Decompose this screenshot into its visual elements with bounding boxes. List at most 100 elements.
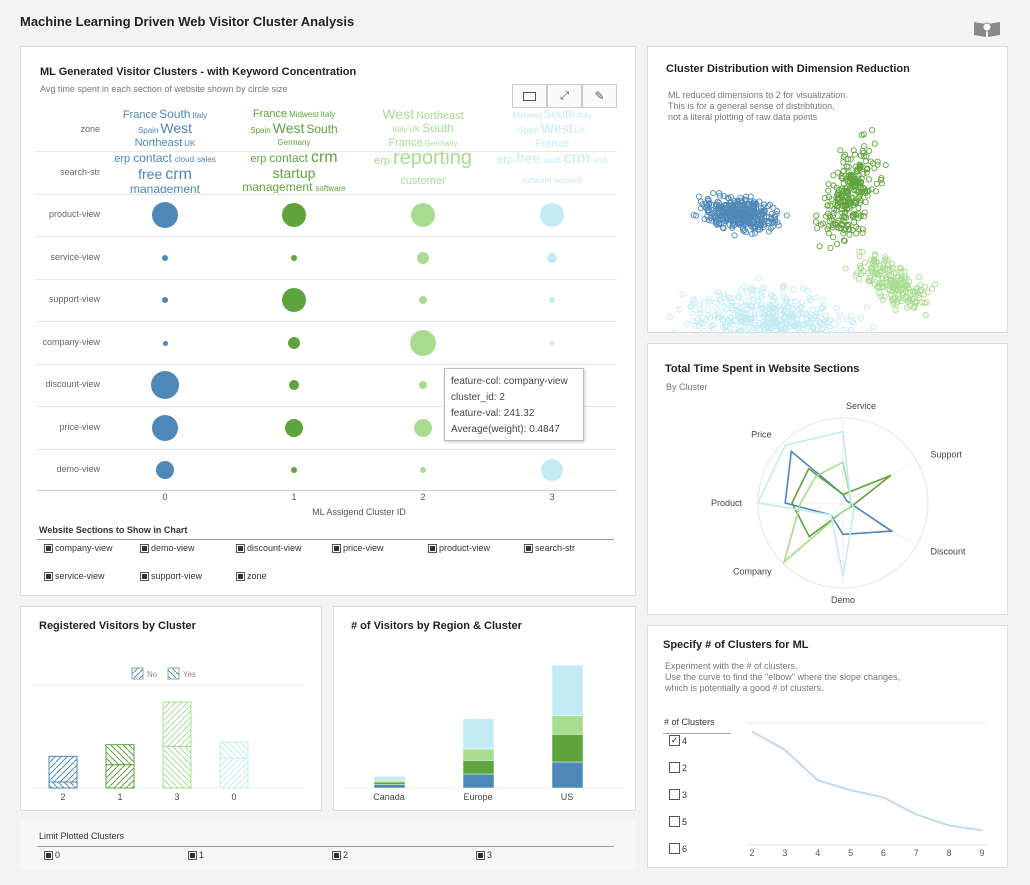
radar-series-1[interactable]: [791, 467, 892, 538]
bubble[interactable]: [410, 330, 436, 356]
filter-checkbox-search-str[interactable]: search-str: [524, 543, 575, 553]
registered-chart: No Yes 2 1 3 0: [32, 667, 304, 802]
bubble[interactable]: [541, 459, 563, 481]
filter-checkbox-price-view[interactable]: price-view: [332, 543, 384, 553]
bar-segment-Yes[interactable]: [162, 745, 192, 789]
bubble[interactable]: [549, 297, 555, 303]
bubble[interactable]: [419, 381, 427, 389]
bar-segment-cluster-0[interactable]: [462, 773, 495, 789]
bubble[interactable]: [156, 461, 174, 479]
radar-series-0[interactable]: [784, 449, 894, 536]
checkbox[interactable]: [524, 543, 533, 553]
checkbox[interactable]: [236, 571, 245, 581]
checkbox[interactable]: [669, 789, 680, 800]
bubble[interactable]: [419, 296, 427, 304]
filter-checkbox-discount-view[interactable]: discount-view: [236, 543, 302, 553]
checkbox[interactable]: [332, 850, 341, 860]
filter-checkbox-service-view[interactable]: service-view: [44, 571, 105, 581]
checkbox[interactable]: [140, 543, 149, 553]
elbow-line: [751, 730, 983, 832]
cluster-count-option-4[interactable]: ✓ 4: [669, 735, 687, 746]
bubble[interactable]: [291, 467, 297, 473]
cluster-count-option-3[interactable]: 3: [669, 789, 687, 800]
bubble[interactable]: [411, 203, 435, 227]
bar-segment-cluster-3[interactable]: [551, 665, 584, 716]
bubble[interactable]: [289, 380, 299, 390]
limit-cluster-0[interactable]: 0: [44, 850, 60, 860]
scatter-point: [788, 310, 795, 317]
limit-cluster-3[interactable]: 3: [476, 850, 492, 860]
radar-series-3[interactable]: [756, 430, 855, 577]
bar-segment-Yes[interactable]: [48, 781, 78, 789]
checkbox[interactable]: ✓: [669, 735, 680, 746]
keyword: Northeast: [134, 137, 183, 149]
checkbox[interactable]: [44, 543, 53, 553]
bubble[interactable]: [282, 288, 306, 312]
table-view-button[interactable]: [512, 84, 547, 108]
bubble[interactable]: [547, 253, 557, 263]
bar-segment-cluster-2[interactable]: [462, 748, 495, 761]
bubble[interactable]: [540, 203, 564, 227]
bar-segment-cluster-3[interactable]: [373, 776, 406, 781]
filter-checkbox-company-view[interactable]: company-view: [44, 543, 113, 553]
scatter-point: [761, 201, 768, 208]
bubble[interactable]: [151, 371, 179, 399]
limit-cluster-2[interactable]: 2: [332, 850, 348, 860]
bar-segment-cluster-3[interactable]: [462, 718, 495, 750]
scatter-point: [889, 261, 896, 268]
bar-segment-No[interactable]: [219, 757, 249, 789]
scatter-point: [895, 290, 902, 297]
checkbox[interactable]: [669, 843, 680, 854]
checkbox[interactable]: [428, 543, 437, 553]
bubble[interactable]: [162, 255, 168, 261]
checkbox[interactable]: [188, 850, 197, 860]
bubble[interactable]: [162, 297, 168, 303]
bar-segment-cluster-1[interactable]: [373, 781, 406, 785]
filter-checkbox-zone[interactable]: zone: [236, 571, 267, 581]
bubble[interactable]: [162, 340, 168, 346]
cluster-count-option-2[interactable]: 2: [669, 762, 687, 773]
checkbox[interactable]: [236, 543, 245, 553]
bubble[interactable]: [414, 419, 432, 437]
filter-checkbox-product-view[interactable]: product-view: [428, 543, 490, 553]
bar-segment-No[interactable]: [105, 764, 135, 789]
bar-segment-cluster-0[interactable]: [551, 761, 584, 789]
checkbox[interactable]: [669, 816, 680, 827]
filter-checkbox-demo-view[interactable]: demo-view: [140, 543, 195, 553]
book-icon[interactable]: [972, 18, 1002, 38]
scatter-point: [768, 302, 775, 310]
checkbox[interactable]: [44, 850, 53, 860]
bubble[interactable]: [152, 415, 178, 441]
bar-segment-cluster-0[interactable]: [373, 784, 406, 789]
bar-segment-Yes[interactable]: [105, 744, 135, 766]
checkbox[interactable]: [140, 571, 149, 581]
bubble[interactable]: [282, 203, 306, 227]
cluster-count-option-5[interactable]: 5: [669, 816, 687, 827]
checkbox[interactable]: [332, 543, 341, 553]
limit-cluster-1[interactable]: 1: [188, 850, 204, 860]
bubble[interactable]: [417, 252, 429, 264]
bar-segment-No[interactable]: [162, 701, 192, 747]
cluster-count-option-6[interactable]: 6: [669, 843, 687, 854]
scatter-point: [828, 332, 833, 333]
scatter-point: [750, 324, 757, 332]
edit-button[interactable]: ✎: [582, 84, 617, 108]
checkbox[interactable]: [44, 571, 53, 581]
bar-segment-cluster-1[interactable]: [462, 760, 495, 775]
bubble[interactable]: [420, 467, 426, 473]
bar-segment-Yes[interactable]: [219, 741, 249, 759]
checkbox[interactable]: [476, 850, 485, 860]
scatter-point: [697, 205, 704, 212]
bubble[interactable]: [285, 419, 303, 437]
expand-button[interactable]: ⤢: [547, 84, 582, 108]
bar-segment-cluster-1[interactable]: [551, 734, 584, 763]
bar-segment-cluster-2[interactable]: [551, 715, 584, 735]
radar-axis-label: Support: [930, 450, 962, 460]
bubble[interactable]: [288, 337, 300, 349]
checkbox[interactable]: [669, 762, 680, 773]
bar-segment-No[interactable]: [48, 755, 78, 783]
filter-checkbox-support-view[interactable]: support-view: [140, 571, 202, 581]
bubble[interactable]: [152, 202, 178, 228]
bubble[interactable]: [550, 341, 554, 345]
bubble[interactable]: [291, 255, 297, 261]
